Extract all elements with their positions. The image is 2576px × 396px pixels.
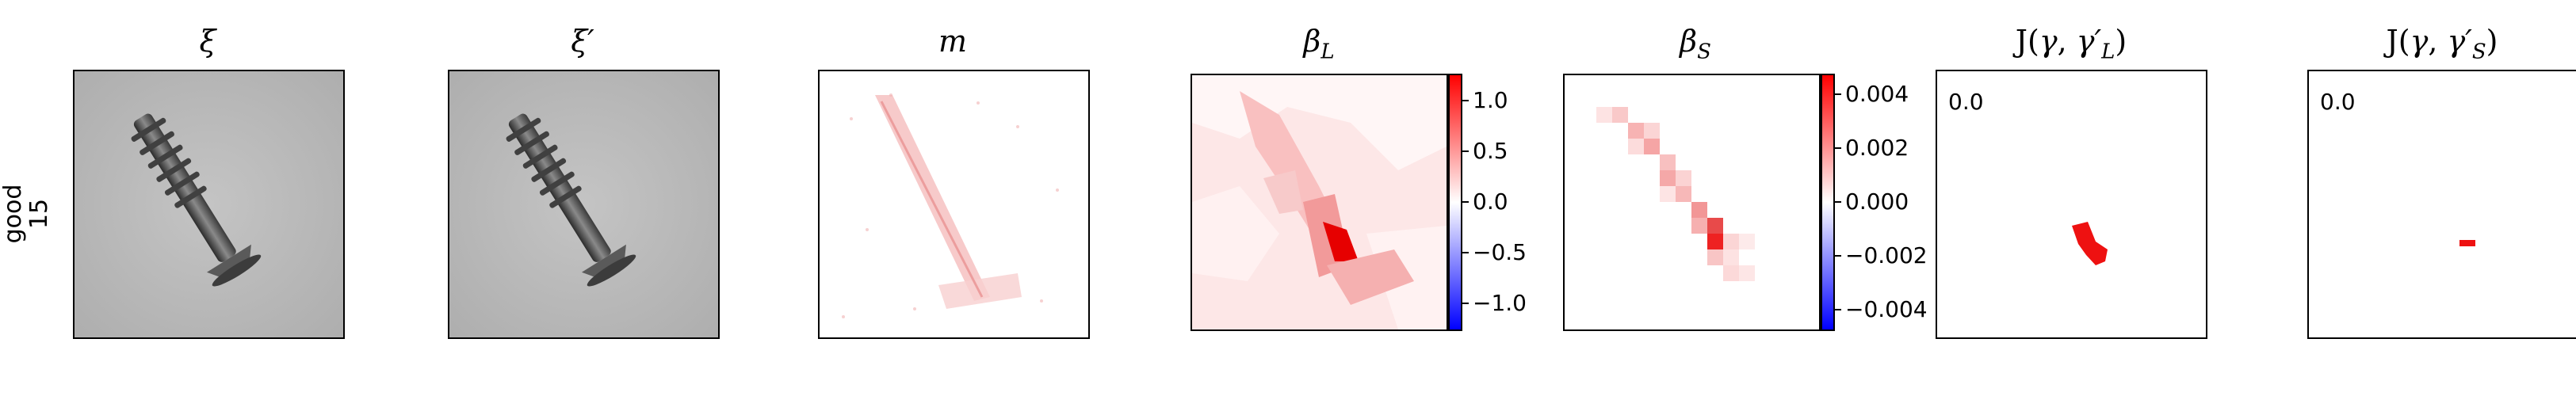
cbar-s-tick-4: −0.004 [1845, 296, 1928, 322]
map-m [818, 70, 1090, 339]
cbar-s-tick-0: 0.004 [1845, 81, 1909, 107]
map-beta-l [1191, 74, 1448, 331]
cbar-l-tick-4: −1.0 [1473, 290, 1527, 316]
mask-j-s: 0.0 [2307, 70, 2576, 339]
row-label-index: 15 [25, 198, 53, 230]
colorbar-beta-s [1821, 74, 1835, 331]
mask-j-s-value: 0.0 [2320, 89, 2356, 115]
screw-icon [131, 113, 262, 287]
row-label: good 15 [0, 150, 63, 277]
beta-s-patches [1596, 107, 1755, 281]
title-j-l: J(γ, γ′L) [2015, 24, 2127, 64]
title-xi: ξ [199, 24, 216, 59]
image-xi [73, 70, 345, 339]
title-beta-s: βS [1680, 24, 1711, 64]
title-beta-l: βL [1303, 24, 1335, 64]
title-j-s: J(γ, γ′S) [2386, 24, 2498, 64]
cbar-l-tick-2: 0.0 [1473, 188, 1508, 215]
row-label-class: good [0, 184, 27, 244]
title-xi-prime: ξ′ [571, 24, 594, 59]
map-beta-s [1563, 74, 1821, 331]
image-xi-prime [448, 70, 720, 339]
colorbar-beta-l [1448, 74, 1462, 331]
cbar-l-tick-3: −0.5 [1473, 239, 1527, 265]
screw-icon [506, 113, 636, 287]
mask-j-l: 0.0 [1936, 70, 2207, 339]
title-m: m [938, 24, 968, 59]
cbar-s-tick-1: 0.002 [1845, 135, 1909, 161]
cbar-s-tick-2: 0.000 [1845, 188, 1909, 215]
cbar-s-tick-3: −0.002 [1845, 242, 1928, 268]
mask-j-l-value: 0.0 [1948, 89, 1984, 115]
cbar-l-tick-0: 1.0 [1473, 87, 1508, 113]
cbar-l-tick-1: 0.5 [1473, 138, 1508, 164]
